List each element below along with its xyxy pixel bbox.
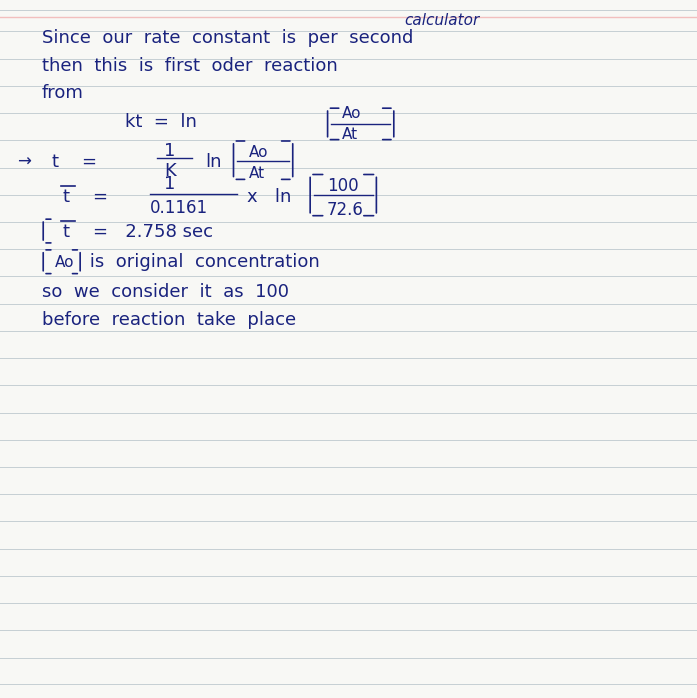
Text: ln: ln xyxy=(206,153,222,171)
Text: At: At xyxy=(342,126,358,142)
Text: so  we  consider  it  as  100: so we consider it as 100 xyxy=(42,283,289,301)
Text: Ao: Ao xyxy=(249,144,268,160)
Text: 1: 1 xyxy=(164,142,175,160)
Text: kt  =  ln: kt = ln xyxy=(125,113,197,131)
Text: Since  our  rate  constant  is  per  second: Since our rate constant is per second xyxy=(42,29,413,47)
Text: At: At xyxy=(249,166,265,181)
Text: t    =: t = xyxy=(63,188,108,206)
Text: Ao: Ao xyxy=(55,255,75,270)
Text: x   ln: x ln xyxy=(247,188,292,206)
Text: 1: 1 xyxy=(164,175,175,193)
Text: from: from xyxy=(42,84,84,102)
Text: →: → xyxy=(17,153,31,171)
Text: 72.6: 72.6 xyxy=(327,201,364,219)
Text: Ao: Ao xyxy=(342,106,361,121)
Text: before  reaction  take  place: before reaction take place xyxy=(42,311,296,329)
Text: t    =: t = xyxy=(52,153,98,171)
Text: calculator: calculator xyxy=(404,13,480,27)
Text: t    =   2.758 sec: t = 2.758 sec xyxy=(63,223,213,241)
Text: K: K xyxy=(164,162,176,180)
Text: then  this  is  first  oder  reaction: then this is first oder reaction xyxy=(42,57,337,75)
Text: is  original  concentration: is original concentration xyxy=(84,253,319,272)
Text: 100: 100 xyxy=(327,177,358,195)
Text: 0.1161: 0.1161 xyxy=(150,199,208,217)
